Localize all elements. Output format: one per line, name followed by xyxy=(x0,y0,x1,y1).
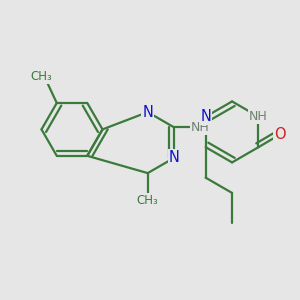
Text: CH₃: CH₃ xyxy=(137,194,159,207)
Text: N: N xyxy=(142,105,153,120)
Text: CH₃: CH₃ xyxy=(31,70,52,83)
Text: NH: NH xyxy=(191,121,209,134)
Text: N: N xyxy=(200,109,211,124)
Text: N: N xyxy=(169,150,180,165)
Text: NH: NH xyxy=(249,110,268,123)
Text: O: O xyxy=(274,128,285,142)
